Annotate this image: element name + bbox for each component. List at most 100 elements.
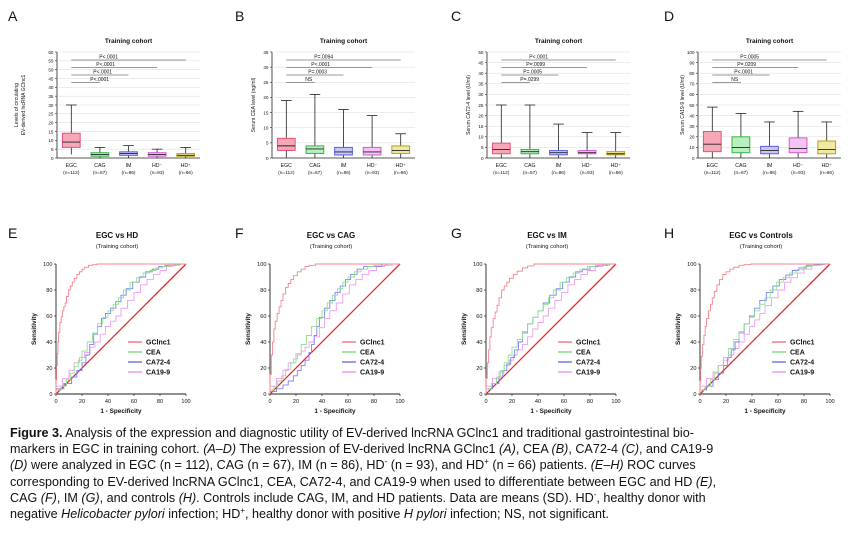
y-tick-label: 20: [690, 366, 696, 372]
category-count: (n=112): [63, 170, 80, 176]
legend-label: CEA: [576, 350, 591, 357]
p-value-label: NS: [305, 77, 313, 83]
y-tick-label: 80: [689, 71, 695, 76]
p-value-label: P<.0001: [99, 54, 118, 60]
roc-subtitle: (Training cohort): [96, 244, 138, 250]
y-tick-label: 0: [692, 156, 695, 161]
caption-segment: -: [593, 489, 597, 499]
category-count: (n=93): [365, 170, 379, 176]
caption-segment: (n = 93), and HD: [387, 458, 485, 473]
p-value-label: P<.0001: [311, 62, 330, 68]
box-egc: [61, 132, 81, 148]
legend-label: CEA: [146, 350, 161, 357]
p-value-label: P<.0001: [90, 77, 109, 83]
caption-segment: (G): [81, 490, 100, 505]
y-tick-label: 40: [478, 71, 484, 76]
y-tick-label: 10: [478, 135, 484, 140]
panel-title: Training cohort: [320, 38, 368, 45]
caption-line: Figure 3. Analysis of the expression and…: [10, 425, 858, 441]
category-label: HD⁺: [822, 163, 832, 169]
y-tick-label: 60: [260, 314, 266, 320]
caption-segment: , CA72-4: [568, 442, 622, 457]
y-tick-label: 40: [48, 85, 54, 90]
category-label: HD⁻: [582, 163, 592, 169]
x-tick-label: 60: [775, 399, 781, 405]
caption-segment: The expression of EV-derived lncRNA GCln…: [236, 442, 500, 457]
caption-segment: -: [384, 457, 388, 467]
y-tick-label: 20: [48, 120, 54, 125]
p-value-label: P<.0001: [734, 69, 753, 75]
category-label: CAG: [735, 163, 746, 169]
category-label: CAG: [309, 163, 320, 169]
y-tick-label: 50: [48, 67, 54, 72]
y-tick-label: 20: [46, 366, 52, 372]
caption-segment: infection; HD: [164, 507, 241, 522]
reference-line: [55, 263, 187, 395]
y-tick-label: 0: [51, 156, 54, 161]
roc-subtitle: (Training cohort): [310, 244, 352, 250]
y-tick-label: 10: [48, 138, 54, 143]
caption-segment: (n = 66) patients.: [488, 458, 591, 473]
caption-line: (D) were analyzed in EGC (n = 112), CAG …: [10, 457, 858, 473]
roc-title: EGC vs HD: [96, 231, 138, 240]
panel-letter-g: G: [451, 225, 462, 241]
y-tick-label: 5: [266, 141, 269, 146]
caption-segment: infection; NS, not significant.: [446, 507, 610, 522]
category-label: EGC: [707, 163, 718, 169]
y-tick-label: 30: [48, 103, 54, 108]
x-tick-label: 100: [181, 399, 190, 405]
y-tick-label: 20: [478, 113, 484, 118]
y-axis-label: Levels of circulating: [14, 83, 20, 127]
caption-segment: (F): [40, 490, 57, 505]
caption-line: corresponding to EV-derived lncRNA GClnc…: [10, 474, 858, 490]
y-tick-label: 0: [693, 392, 696, 398]
category-label: HD⁺: [396, 163, 406, 169]
y-tick-label: 0: [263, 392, 266, 398]
caption-segment: Figure 3.: [10, 426, 63, 440]
category-count: (n=66): [609, 170, 623, 176]
y-axis-label: Serum CEA level (ng/ml): [251, 77, 257, 132]
y-tick-label: 20: [260, 366, 266, 372]
caption-segment: (D): [10, 458, 28, 473]
reference-line: [699, 263, 831, 395]
panel-letter-d: D: [664, 8, 674, 24]
caption-segment: , healthy donor with: [596, 490, 706, 505]
roc-curve-cea: [55, 263, 186, 394]
y-axis-label: EV-derived lncRNA GClnc1: [21, 74, 27, 135]
y-tick-label: 0: [479, 392, 482, 398]
roc-curve-gclnc1: [485, 263, 616, 394]
caption-segment: . Controls include CAG, IM, and HD patie…: [196, 490, 594, 505]
y-tick-label: 0: [49, 392, 52, 398]
y-axis-label: Sensitivity: [31, 313, 38, 345]
legend-label: CA72-4: [790, 360, 814, 367]
category-count: (n=93): [150, 170, 164, 176]
caption-segment: (B): [551, 442, 569, 457]
x-tick-label: 80: [371, 399, 377, 405]
y-tick-label: 5: [51, 147, 54, 152]
category-count: (n=66): [394, 170, 408, 176]
box-hd: [577, 150, 597, 155]
category-label: IM: [767, 163, 773, 169]
x-tick-label: 0: [268, 399, 271, 405]
legend-label: CA72-4: [360, 360, 384, 367]
category-label: HD⁺: [611, 163, 621, 169]
category-label: HD⁻: [152, 163, 162, 169]
category-label: IM: [556, 163, 562, 169]
panel-letter-c: C: [451, 8, 461, 24]
caption-segment: +: [484, 457, 489, 467]
y-tick-label: 25: [478, 103, 484, 108]
roc-title: EGC vs Controls: [729, 231, 793, 240]
y-tick-label: 50: [478, 50, 484, 55]
y-tick-label: 45: [48, 76, 54, 81]
p-value-label: P=.0005: [523, 69, 542, 75]
category-count: (n=86): [552, 170, 566, 176]
x-tick-label: 40: [749, 399, 755, 405]
y-tick-label: 60: [48, 50, 54, 55]
caption-line: negative Helicobacter pylori infection; …: [10, 506, 858, 522]
roc-curve-gclnc1: [269, 263, 400, 394]
category-label: IM: [126, 163, 132, 169]
y-tick-label: 40: [46, 340, 52, 346]
x-axis-label: 1 - Specificity: [530, 408, 572, 415]
category-count: (n=67): [93, 170, 107, 176]
box-egc: [491, 142, 511, 155]
